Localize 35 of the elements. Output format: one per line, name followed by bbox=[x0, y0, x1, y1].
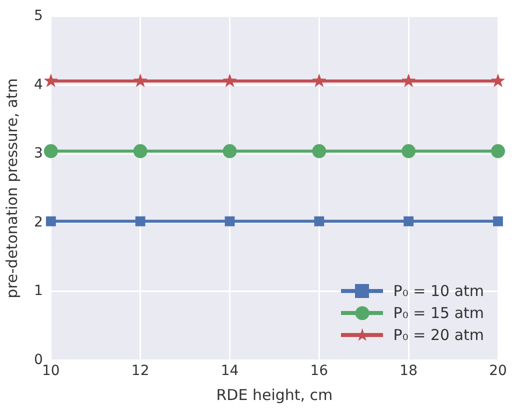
point bbox=[491, 144, 505, 158]
x-tick-label: 18 bbox=[400, 363, 418, 380]
y-tick-label: 3 bbox=[34, 146, 43, 162]
legend-label: P₀ = 15 atm bbox=[393, 304, 484, 322]
y-tick-label: 2 bbox=[34, 214, 43, 230]
legend-label: P₀ = 20 atm bbox=[393, 326, 484, 344]
x-tick-label: 14 bbox=[220, 363, 239, 380]
point bbox=[44, 74, 58, 88]
point bbox=[401, 74, 416, 88]
point bbox=[314, 216, 324, 226]
x-tick-label: 20 bbox=[489, 363, 507, 380]
point bbox=[222, 144, 237, 158]
point bbox=[312, 74, 326, 88]
point bbox=[46, 216, 56, 226]
x-tick-label: 10 bbox=[42, 363, 60, 380]
point bbox=[404, 216, 414, 226]
y-tick-label: 0 bbox=[34, 352, 43, 368]
x-tick-label: 16 bbox=[310, 363, 328, 380]
x-tick-label: 12 bbox=[131, 363, 150, 380]
point bbox=[490, 74, 506, 88]
point bbox=[44, 144, 58, 158]
y-tick-label: 1 bbox=[34, 283, 43, 300]
point bbox=[133, 74, 148, 88]
legend-label: P₀ = 10 atm bbox=[393, 282, 484, 300]
point bbox=[402, 144, 416, 158]
y-tick-label: 4 bbox=[34, 76, 43, 93]
x-axis-title: RDE height, cm bbox=[216, 386, 333, 404]
point bbox=[222, 74, 237, 88]
point bbox=[312, 144, 326, 158]
y-axis-title: pre-detonation pressure, atm bbox=[2, 78, 21, 298]
point bbox=[493, 216, 503, 226]
point bbox=[133, 144, 148, 158]
y-tick-label: 5 bbox=[34, 8, 43, 24]
point bbox=[224, 216, 235, 226]
point bbox=[135, 216, 146, 226]
